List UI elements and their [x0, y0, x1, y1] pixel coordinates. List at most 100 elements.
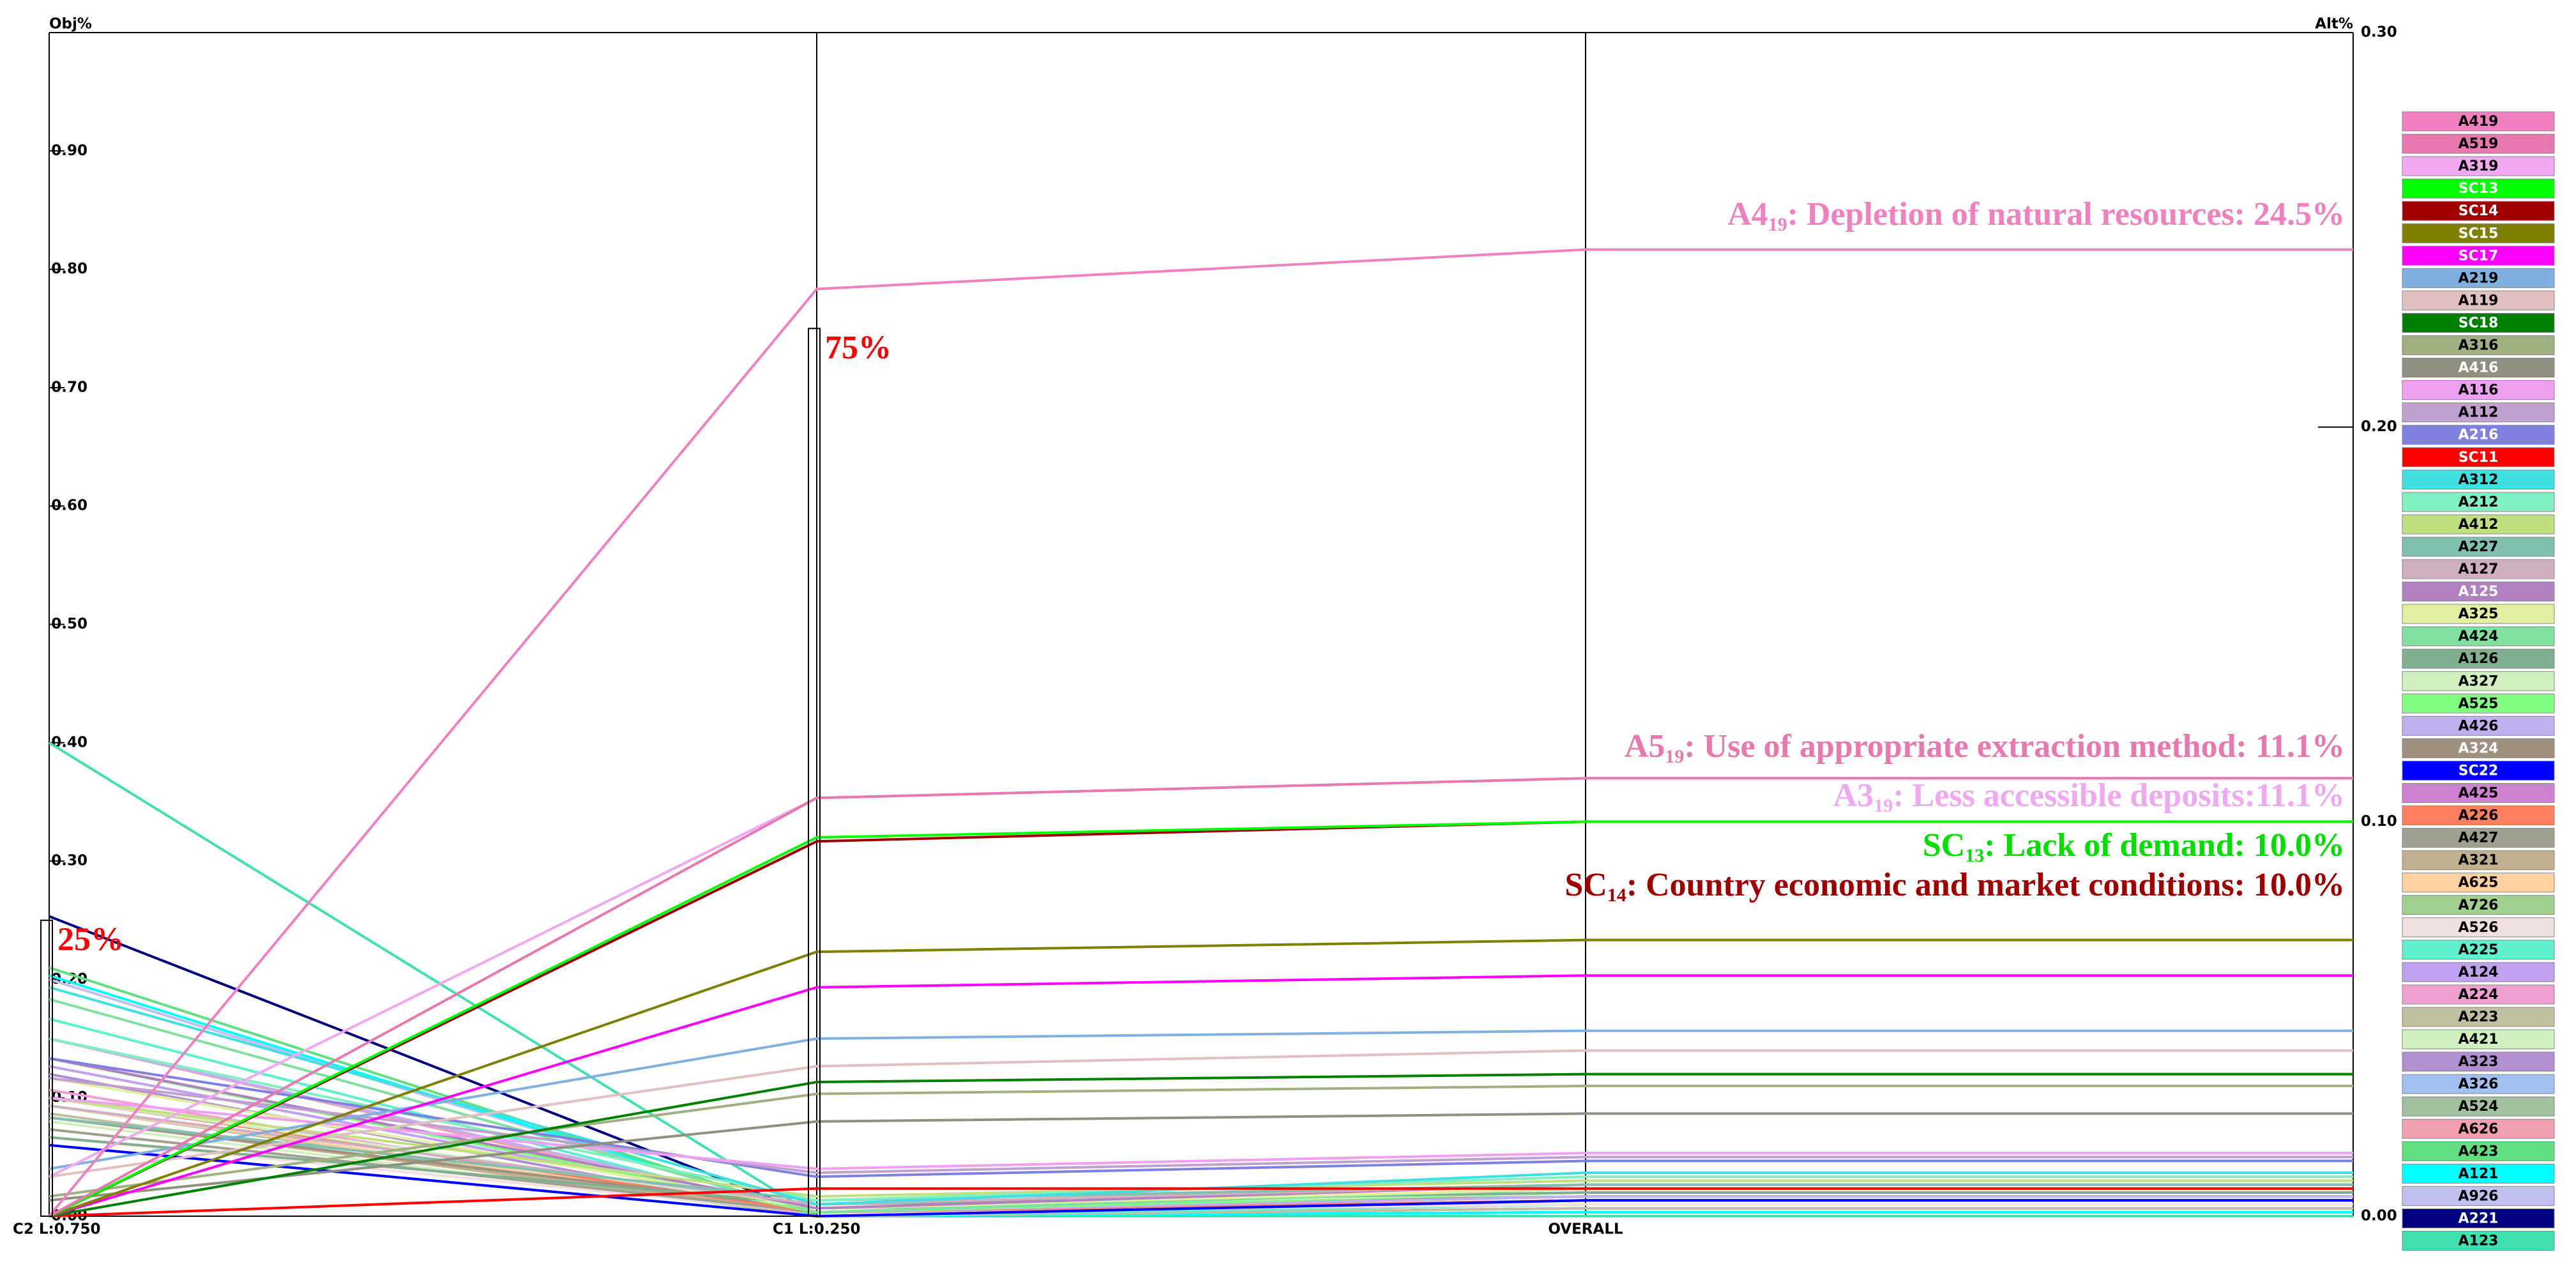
legend-label: A223	[2459, 1009, 2499, 1025]
y-tick-label: 0.90	[51, 142, 87, 159]
annotation-sub: 13	[1965, 845, 1984, 866]
legend-swatch	[2402, 648, 2555, 669]
annotation-text: : Country economic and market conditions…	[1626, 867, 2345, 903]
legend-label: A526	[2459, 920, 2499, 936]
legend-label: A426	[2459, 718, 2499, 734]
legend-swatch	[2402, 1051, 2555, 1072]
annotation-text: : Depletion of natural resources: 24.5%	[1787, 196, 2345, 233]
legend-swatch	[2402, 828, 2555, 848]
y2-tick-label: 0.30	[2361, 24, 2397, 41]
series-line	[49, 1029, 1586, 1170]
series-line	[49, 1056, 1586, 1210]
legend-label: A224	[2459, 987, 2499, 1003]
legend-swatch	[2402, 447, 2555, 468]
series-line	[49, 1085, 1586, 1198]
annotation-sub: 19	[1874, 795, 1893, 816]
legend-swatch	[2402, 1141, 2555, 1161]
category-label: C2 L:0.750	[13, 1221, 101, 1238]
y2-tick-label: 0.10	[2361, 813, 2397, 830]
legend-label: A316	[2459, 338, 2499, 354]
legend-label: A525	[2459, 696, 2499, 712]
legend-swatch	[2402, 805, 2555, 826]
annotation: SC13: Lack of demand: 10.0%	[1923, 827, 2345, 866]
annotation-sub: 19	[1768, 214, 1787, 235]
legend-swatch	[2402, 962, 2555, 982]
criteria-bar-label: 75%	[825, 330, 891, 366]
legend-label: A127	[2459, 561, 2499, 577]
y-tick-label: 0.30	[51, 853, 87, 869]
series-line	[49, 1072, 1586, 1217]
legend-swatch	[2402, 715, 2555, 736]
legend-swatch	[2402, 1231, 2555, 1251]
legend-swatch	[2402, 783, 2555, 803]
legend-swatch	[2402, 111, 2555, 132]
legend-swatch	[2402, 1074, 2555, 1094]
legend-swatch	[2402, 1208, 2555, 1228]
annotation-sub: 19	[1665, 746, 1684, 767]
legend-swatch	[2402, 223, 2555, 243]
legend-swatch	[2402, 984, 2555, 1005]
legend-label: A323	[2459, 1054, 2499, 1070]
criteria-bar	[808, 328, 821, 1217]
series-line	[49, 1076, 1586, 1175]
legend-swatch	[2402, 1029, 2555, 1049]
legend-label: A321	[2459, 853, 2499, 869]
legend-swatch	[2402, 201, 2555, 221]
legend-label: SC13	[2459, 181, 2499, 197]
annotation-main: SC	[1923, 827, 1965, 864]
legend-swatch	[2402, 492, 2555, 512]
annotation: A419: Depletion of natural resources: 24…	[1727, 196, 2345, 235]
series-line	[49, 1056, 1586, 1178]
legend-swatch	[2402, 133, 2555, 154]
legend-label: A324	[2459, 740, 2499, 756]
legend-swatch	[2402, 917, 2555, 938]
legend-swatch	[2402, 1007, 2555, 1027]
legend-label: A227	[2459, 539, 2499, 555]
legend-swatch	[2402, 1186, 2555, 1206]
annotation-main: A3	[1833, 777, 1874, 814]
legend-label: A326	[2459, 1076, 2499, 1092]
legend-label: A423	[2459, 1143, 2499, 1159]
legend-swatch	[2402, 873, 2555, 893]
series-line	[49, 820, 1586, 1217]
legend-swatch	[2402, 469, 2555, 490]
annotation: A519: Use of appropriate extraction meth…	[1625, 728, 2345, 767]
series-line	[49, 986, 1586, 1206]
legend-label: A116	[2459, 383, 2499, 399]
y-tick-label: 0.80	[51, 261, 87, 277]
legend-swatch	[2402, 850, 2555, 871]
legend-label: SC15	[2459, 225, 2499, 241]
y-tick-label: 0.50	[51, 616, 87, 632]
legend-swatch	[2402, 268, 2555, 288]
legend-label: SC11	[2459, 450, 2499, 466]
annotation-text: : Less accessible deposits:11.1%	[1893, 777, 2345, 814]
legend-swatch	[2402, 335, 2555, 355]
annotation-sub: 14	[1607, 885, 1626, 906]
annotation-main: A4	[1727, 196, 1768, 233]
legend-swatch	[2402, 1118, 2555, 1139]
y2-tick-label: 0.00	[2361, 1208, 2397, 1224]
legend-label: A325	[2459, 606, 2499, 622]
legend-swatch	[2402, 581, 2555, 602]
legend-swatch	[2402, 559, 2555, 579]
series-line	[49, 974, 1586, 1217]
series-line	[49, 1187, 1586, 1217]
legend-label: SC22	[2459, 763, 2499, 779]
legend-label: A626	[2459, 1121, 2499, 1137]
legend-label: A416	[2459, 360, 2499, 376]
legend-label: SC17	[2459, 248, 2499, 264]
legend-label: A427	[2459, 830, 2499, 846]
alt-axis-label: Alt%	[2315, 16, 2353, 33]
legend-label: A412	[2459, 517, 2499, 533]
series-line	[49, 1112, 1586, 1202]
legend-label: A519	[2459, 136, 2499, 152]
legend-label: A424	[2459, 629, 2499, 644]
legend-swatch	[2402, 537, 2555, 557]
legend-swatch	[2402, 312, 2555, 333]
legend-label: A926	[2459, 1188, 2499, 1204]
legend-swatch	[2402, 604, 2555, 624]
legend-label: A425	[2459, 786, 2499, 802]
legend-swatch	[2402, 671, 2555, 691]
legend-label: A112	[2459, 405, 2499, 421]
